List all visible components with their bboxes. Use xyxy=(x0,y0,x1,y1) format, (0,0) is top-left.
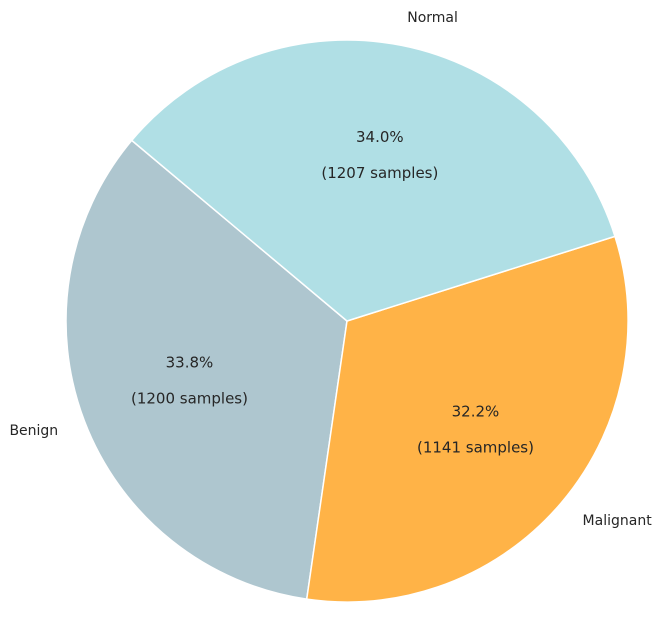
category-label-malignant: Malignant xyxy=(583,513,653,529)
slice-benign xyxy=(65,139,348,600)
slice-normal xyxy=(130,39,616,322)
percent-label-malignant: 32.2% xyxy=(452,403,500,421)
pie-labels: 33.8% (1200 samples) Benign 32.2% (1141 samp… xyxy=(9,10,652,529)
count-label-malignant: (1141 samples) xyxy=(417,439,534,457)
slice-malignant xyxy=(305,235,629,603)
pie-slices xyxy=(65,39,629,603)
category-label-benign: Benign xyxy=(9,423,58,439)
percent-label-normal: 34.0% xyxy=(356,128,404,146)
percent-label-benign: 33.8% xyxy=(166,354,214,372)
count-label-benign: (1200 samples) xyxy=(131,390,248,408)
count-label-normal: (1207 samples) xyxy=(321,164,438,182)
category-label-normal: Normal xyxy=(407,10,458,26)
